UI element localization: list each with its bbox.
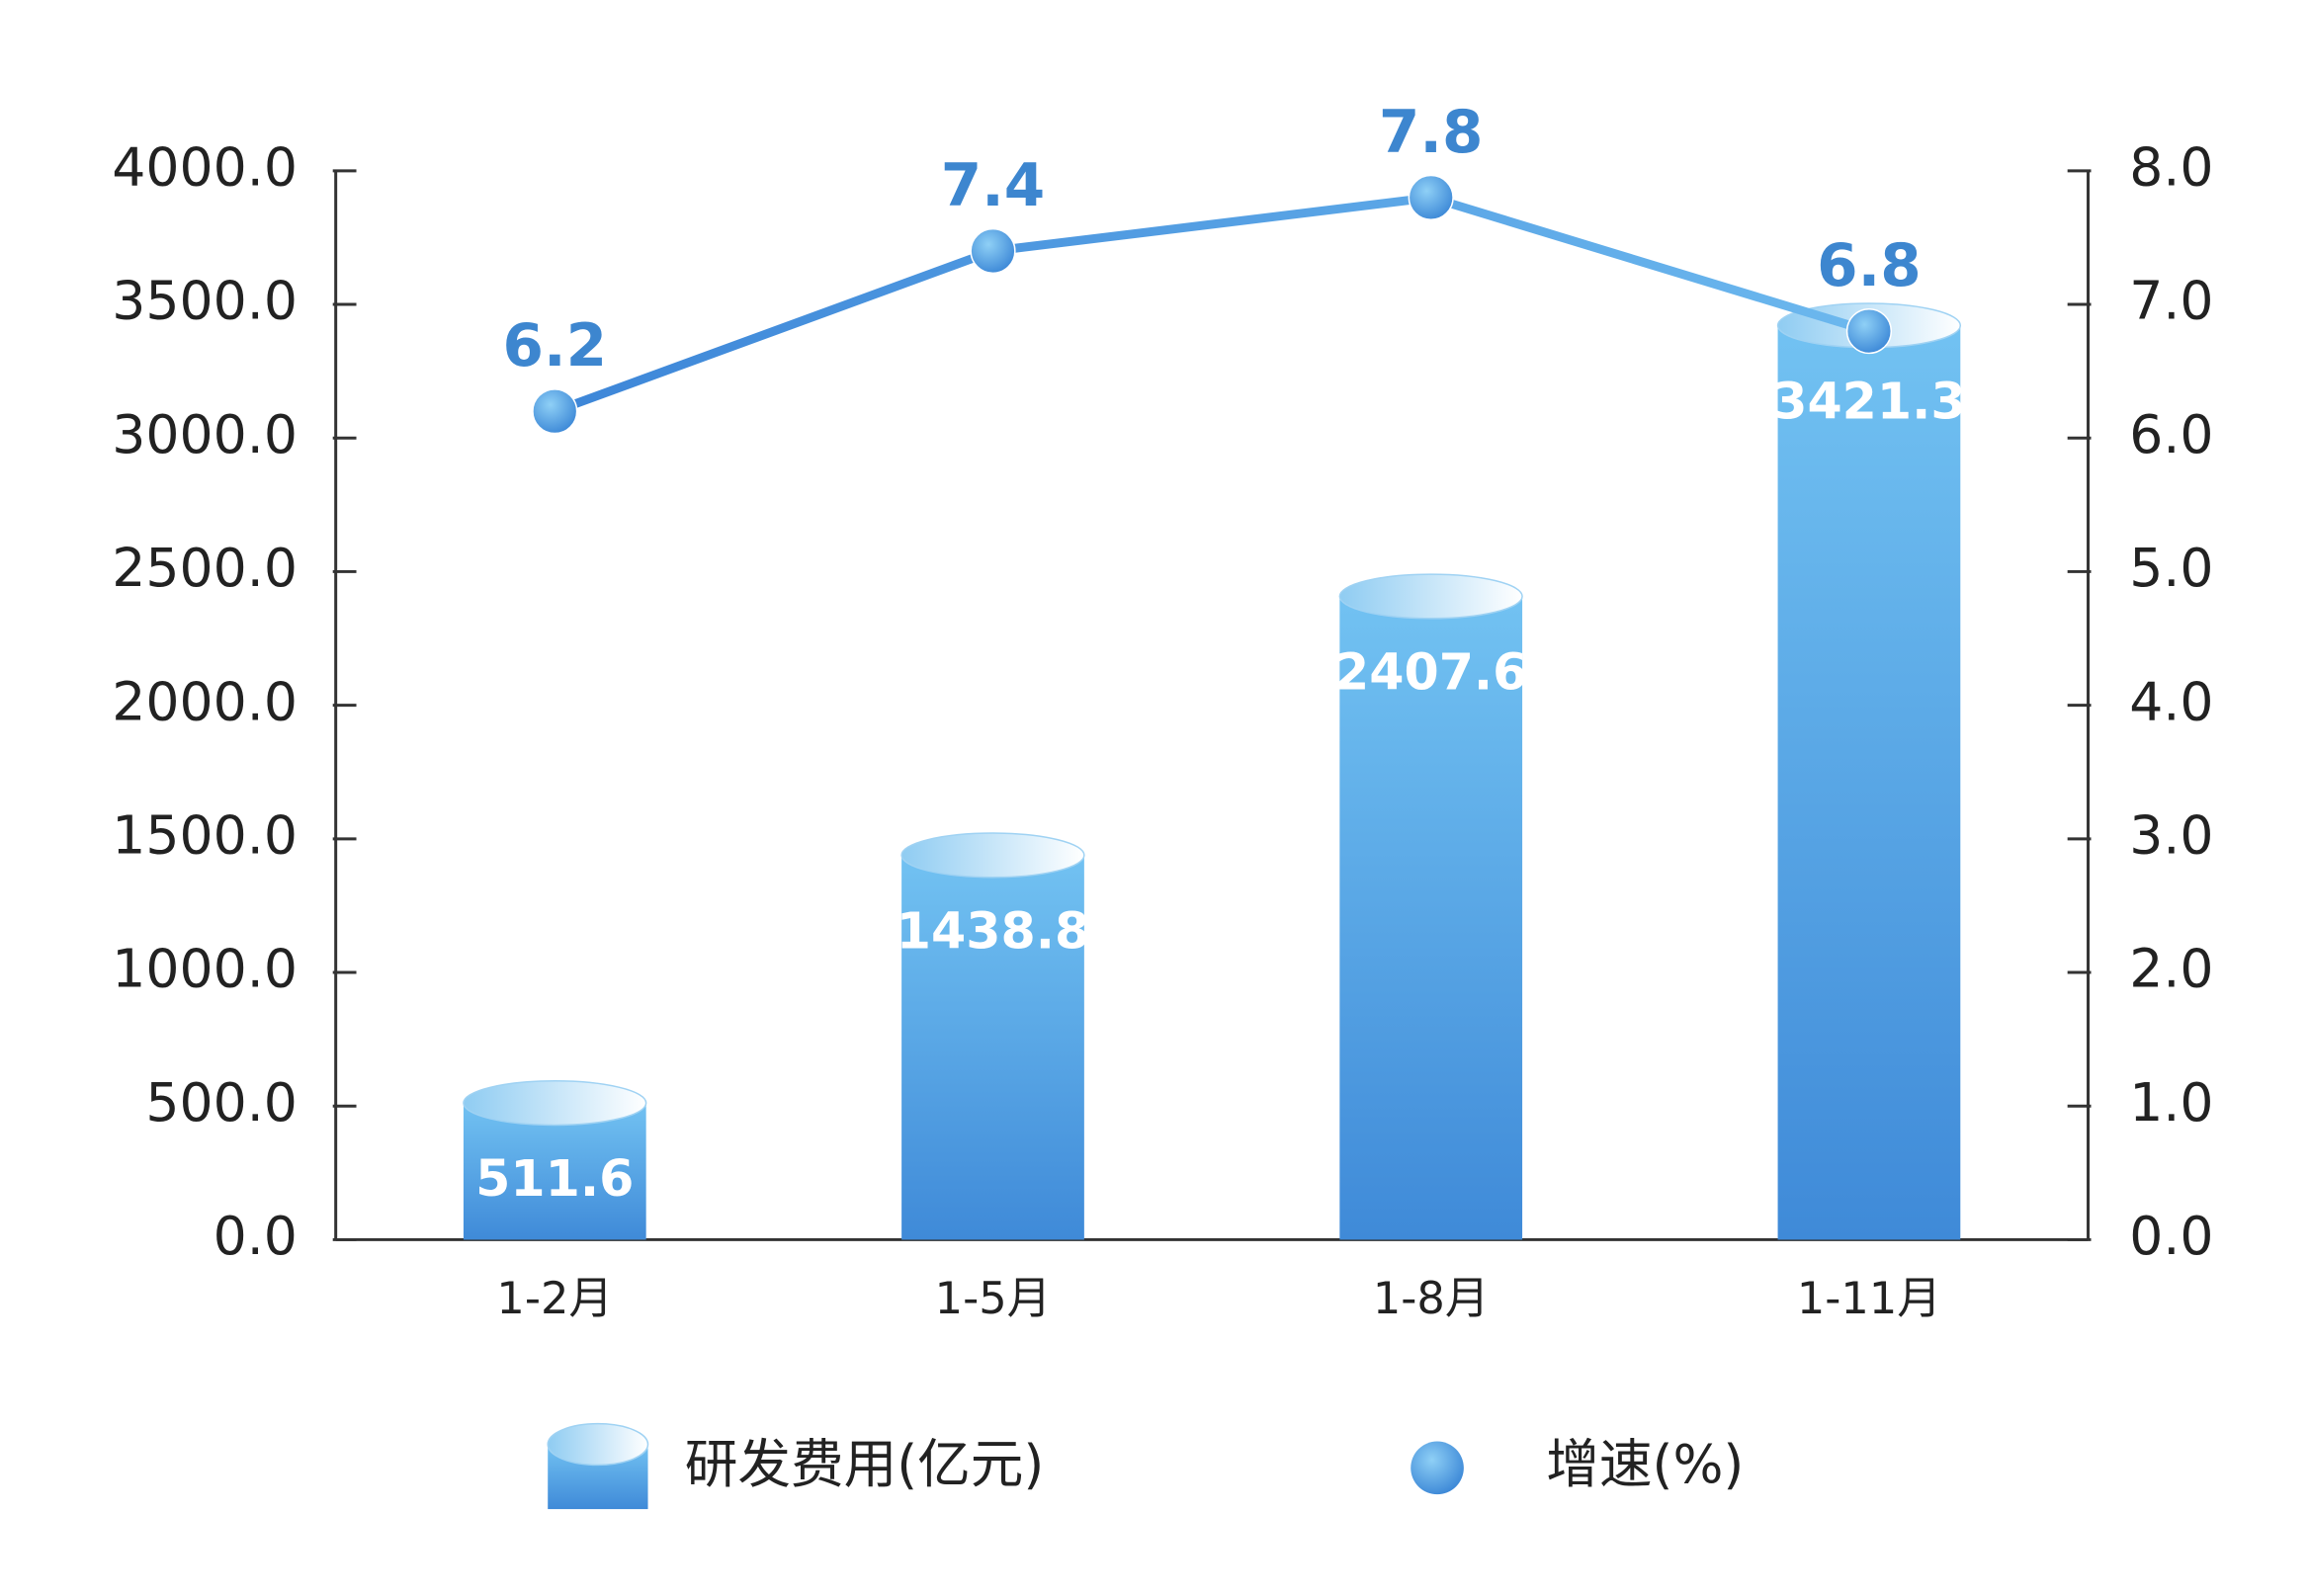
- line-value-label: 6.2: [503, 312, 608, 380]
- line-point: [1408, 174, 1454, 220]
- bar-cap: [1338, 573, 1523, 620]
- line-point: [970, 227, 1016, 275]
- y2-tick-label: 8.0: [2129, 135, 2213, 198]
- bar-value-label: 511.6: [475, 1149, 634, 1208]
- bar: [1777, 325, 1961, 1240]
- x-tick-label: 1-2月: [496, 1273, 613, 1324]
- legend-label: 研发费用(亿元): [685, 1433, 1045, 1495]
- line-value-label: 7.8: [1379, 99, 1484, 167]
- bar-cap: [463, 1080, 647, 1127]
- y2-tick-label: 2.0: [2129, 938, 2213, 1000]
- bar-cap: [900, 832, 1085, 879]
- x-tick-label: 1-11月: [1797, 1273, 1941, 1324]
- y2-tick-label: 0.0: [2129, 1205, 2213, 1267]
- y-tick-label: 2000.0: [112, 670, 298, 732]
- bar-value-label: 3421.3: [1772, 372, 1965, 430]
- legend-swatch-cap: [547, 1422, 649, 1467]
- y2-tick-label: 7.0: [2129, 270, 2213, 332]
- bar: [901, 855, 1084, 1240]
- legend-swatch-dot: [1411, 1441, 1464, 1495]
- y2-tick-label: 3.0: [2129, 803, 2213, 866]
- y-tick-label: 500.0: [145, 1071, 298, 1134]
- y-tick-label: 3500.0: [112, 270, 298, 332]
- y-tick-label: 3000.0: [112, 403, 298, 465]
- y2-tick-label: 1.0: [2129, 1071, 2213, 1134]
- y-tick-label: 4000.0: [112, 135, 298, 198]
- x-tick-label: 1-5月: [935, 1273, 1052, 1324]
- y2-tick-label: 5.0: [2129, 537, 2213, 599]
- bar-value-label: 1438.8: [897, 901, 1089, 960]
- line-value-label: 7.4: [941, 152, 1046, 220]
- line-point: [1845, 307, 1893, 355]
- y-tick-label: 1500.0: [112, 803, 298, 866]
- y2-tick-label: 4.0: [2129, 670, 2213, 732]
- line-value-label: 6.8: [1817, 232, 1922, 300]
- bar: [1339, 596, 1523, 1240]
- y2-tick-label: 6.0: [2129, 403, 2213, 465]
- line-point: [532, 388, 578, 435]
- x-tick-label: 1-8月: [1373, 1273, 1490, 1324]
- y-tick-label: 2500.0: [112, 537, 298, 599]
- legend-label: 增速(%): [1546, 1433, 1744, 1495]
- y-tick-label: 0.0: [214, 1205, 298, 1267]
- bar-value-label: 2407.6: [1334, 642, 1527, 701]
- line: [553, 193, 1871, 416]
- y-tick-label: 1000.0: [112, 938, 298, 1000]
